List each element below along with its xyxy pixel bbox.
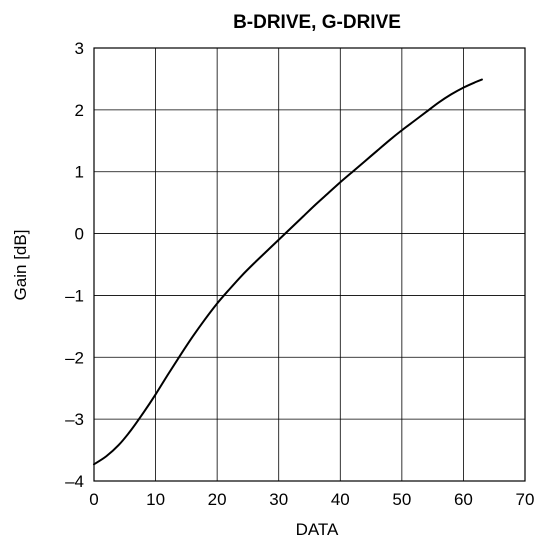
x-tick-label: 20 <box>208 490 227 509</box>
x-axis-label: DATA <box>296 520 339 539</box>
x-axis-ticks: 0 10 20 30 40 50 60 70 <box>89 490 534 509</box>
plot-area-frame <box>93 47 526 482</box>
x-tick-label: 40 <box>331 490 350 509</box>
y-tick-label: –1 <box>65 286 84 305</box>
x-tick-label: 60 <box>454 490 473 509</box>
series-layer <box>93 78 483 466</box>
y-tick-label: 2 <box>75 101 84 120</box>
y-tick-label: –4 <box>65 472 84 491</box>
y-tick-label: –3 <box>65 410 84 429</box>
x-tick-label: 0 <box>89 490 98 509</box>
y-axis-label: Gain [dB] <box>11 230 30 301</box>
grid <box>93 47 526 482</box>
x-tick-label: 10 <box>146 490 165 509</box>
x-tick-label: 50 <box>392 490 411 509</box>
y-tick-label: 1 <box>75 163 84 182</box>
series-line <box>93 78 483 466</box>
x-tick-label: 70 <box>516 490 535 509</box>
y-tick-label: 0 <box>75 225 84 244</box>
y-axis-ticks: –4 –3 –2 –1 0 1 2 3 <box>65 39 84 491</box>
x-tick-label: 30 <box>269 490 288 509</box>
y-tick-label: 3 <box>75 39 84 58</box>
chart-title: B-DRIVE, G-DRIVE <box>233 12 401 33</box>
y-tick-label: –2 <box>65 348 84 367</box>
